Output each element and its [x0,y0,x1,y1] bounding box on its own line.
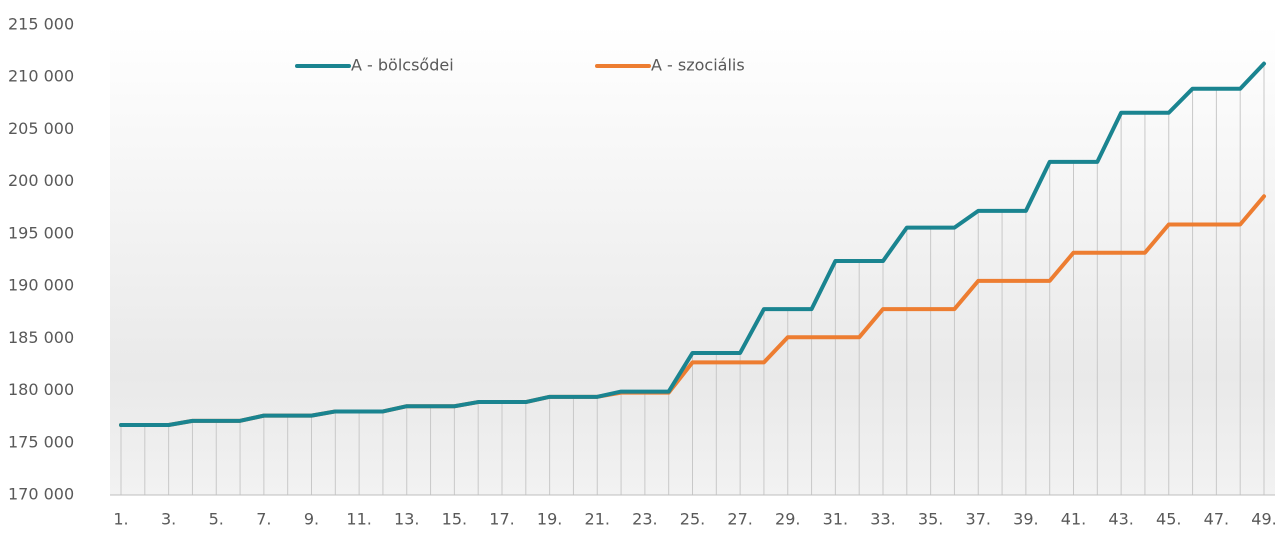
x-tick-label: 37. [966,510,991,529]
x-tick-label: 23. [632,510,657,529]
y-tick-label: 180 000 [8,380,74,399]
x-tick-label: 29. [775,510,800,529]
y-tick-label: 190 000 [8,276,74,295]
legend-label: A - bölcsődei [351,56,454,75]
x-tick-label: 19. [537,510,562,529]
x-tick-label: 45. [1156,510,1181,529]
y-tick-label: 215 000 [8,15,74,34]
x-tick-label: 21. [585,510,610,529]
x-tick-label: 15. [442,510,467,529]
y-tick-label: 200 000 [8,171,74,190]
line-series [119,61,1266,428]
x-tick-label: 9. [304,510,319,529]
x-tick-label: 35. [918,510,943,529]
x-tick-label: 39. [1013,510,1038,529]
x-tick-label: 27. [727,510,752,529]
x-tick-label: 7. [256,510,271,529]
y-tick-label: 195 000 [8,223,74,242]
x-tick-label: 43. [1108,510,1133,529]
y-tick-label: 210 000 [8,67,74,86]
y-tick-label: 185 000 [8,328,74,347]
x-tick-label: 5. [209,510,224,529]
y-tick-label: 175 000 [8,432,74,451]
x-tick-label: 25. [680,510,705,529]
legend-label: A - szociális [651,56,745,75]
x-tick-label: 11. [346,510,371,529]
x-tick-label: 31. [823,510,848,529]
x-tick-label: 49. [1251,510,1276,529]
x-tick-label: 41. [1061,510,1086,529]
x-tick-label: 47. [1204,510,1229,529]
x-tick-label: 1. [113,510,128,529]
x-tick-label: 33. [870,510,895,529]
y-tick-label: 205 000 [8,119,74,138]
x-tick-label: 13. [394,510,419,529]
x-tick-label: 3. [161,510,176,529]
y-tick-label: 170 000 [8,485,74,504]
x-tick-label: 17. [489,510,514,529]
